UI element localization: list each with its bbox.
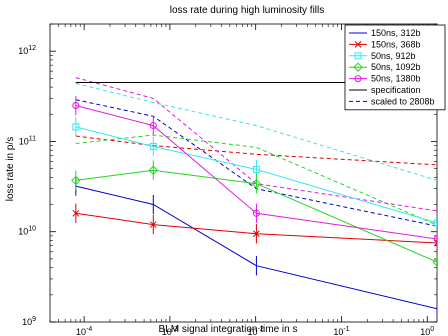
x-marker: [72, 209, 80, 217]
diamond-marker: [148, 165, 158, 175]
series-line: [75, 126, 437, 224]
series-line: [75, 185, 437, 310]
y-tick-label: 109: [22, 316, 36, 327]
x-tick-label: 10-2: [248, 326, 264, 336]
square-marker: [252, 165, 260, 173]
x-tick-label: 10-4: [76, 326, 92, 336]
legend-label: 150ns, 368b: [371, 39, 421, 49]
series-line: [75, 105, 437, 240]
diamond-marker: [71, 175, 81, 186]
y-tick-label: 1012: [18, 45, 36, 56]
scaled-series-line: [75, 99, 437, 227]
circle-marker: [149, 122, 157, 130]
x-marker: [149, 221, 157, 228]
y-tick-label: 1010: [18, 226, 36, 237]
x-marker: [354, 41, 362, 48]
series-line: [75, 212, 437, 244]
x-tick-label: 10-3: [162, 326, 178, 336]
axes: 10-4 10-3 10-2 10-1 100 109 1010 1011 1012: [18, 23, 438, 336]
scaled-series-line: [75, 77, 437, 212]
y-axis-label: loss rate in p/s: [5, 137, 16, 201]
series-50ns-1092b: [71, 160, 437, 272]
legend-label: scaled to 2808b: [371, 96, 435, 106]
diamond-marker: [353, 62, 363, 72]
x-tick-label: 10-1: [333, 326, 349, 336]
circle-marker: [252, 209, 260, 217]
square-marker: [72, 123, 80, 131]
square-marker: [354, 52, 362, 60]
scaled-series-line: [75, 135, 437, 166]
y-tick-label: 1011: [19, 135, 36, 146]
circle-marker: [354, 75, 362, 83]
square-marker: [433, 219, 437, 227]
x-axis-label: BLM signal integration time in s: [159, 324, 298, 335]
series-50ns-1380b: [72, 95, 437, 249]
diamond-marker: [432, 257, 437, 267]
legend-label: 150ns, 312b: [371, 28, 421, 38]
circle-marker: [72, 102, 80, 110]
x-tick-label: 100: [420, 326, 434, 336]
square-marker: [149, 142, 157, 150]
legend-label: 50ns, 1380b: [371, 74, 421, 84]
chart-title: loss rate during high luminosity fills: [170, 5, 325, 16]
legend-label: 50ns, 912b: [371, 51, 416, 61]
x-marker: [253, 230, 260, 238]
data-series: [71, 77, 437, 319]
diamond-marker: [251, 179, 262, 189]
legend-label: 50ns, 1092b: [371, 62, 421, 72]
series-line: [75, 169, 437, 263]
legend-label: specification: [371, 85, 421, 95]
plot-frame: [49, 23, 438, 323]
series-50ns-912b: [72, 117, 437, 233]
circle-marker: [433, 235, 437, 243]
